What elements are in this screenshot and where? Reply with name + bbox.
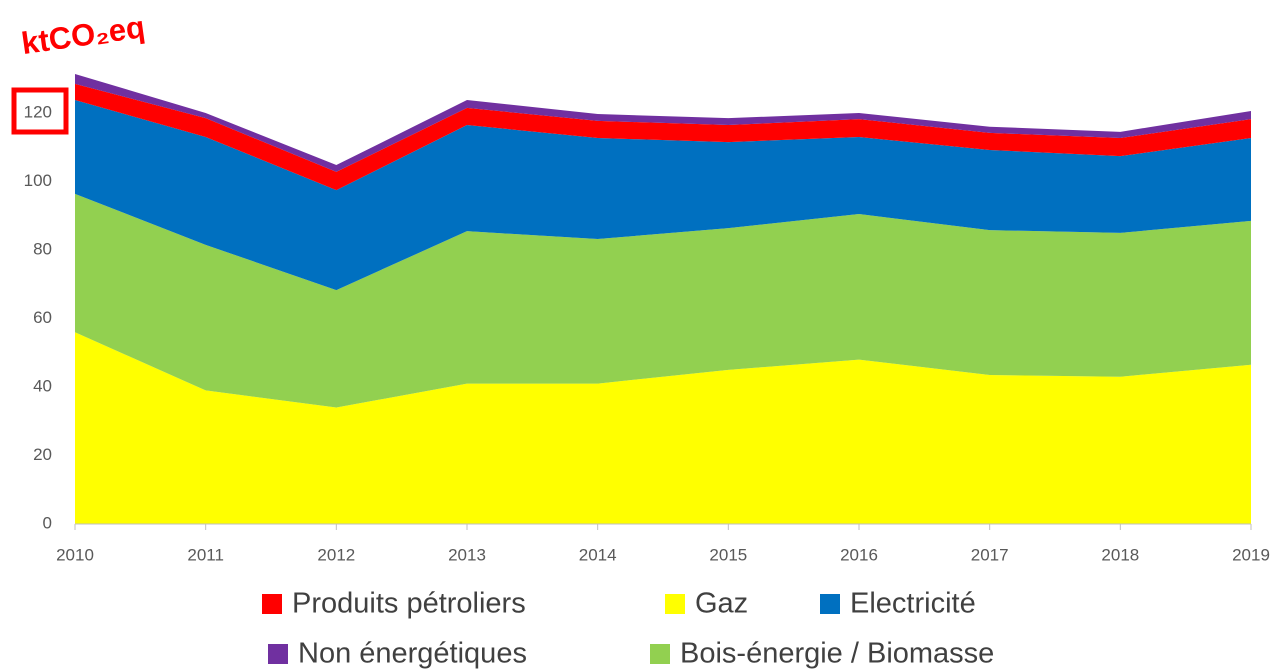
legend-swatch [820,594,840,614]
legend-label: Gaz [695,588,748,620]
x-tick-label: 2015 [709,545,747,564]
legend-swatch [268,644,288,664]
legend-swatch [650,644,670,664]
legend-swatch [665,594,685,614]
x-tick-label: 2019 [1232,545,1270,564]
legend-swatch [262,594,282,614]
x-tick-label: 2016 [840,545,878,564]
x-tick-label: 2013 [448,545,486,564]
y-tick-label: 120 [24,102,52,121]
area [75,73,1251,172]
legend-label: Produits pétroliers [292,588,526,620]
area [75,332,1251,524]
legend-label: Non énergétiques [298,638,527,670]
chart-title: ktCO₂eq [19,9,147,61]
area [75,193,1251,408]
x-tick-label: 2012 [317,545,355,564]
y-tick-label: 40 [33,376,52,395]
y-tick-label: 60 [33,308,52,327]
area [75,83,1251,191]
highlight-box [11,87,69,135]
x-tick-label: 2011 [187,545,224,564]
y-tick-label: 0 [43,513,52,532]
legend-label: Electricité [850,588,976,620]
legend-label: Bois-énergie / Biomasse [680,638,994,670]
area [75,99,1251,291]
x-tick-label: 2010 [56,545,94,564]
x-tick-label: 2018 [1101,545,1139,564]
y-tick-label: 100 [24,171,52,190]
x-tick-label: 2014 [579,545,617,564]
y-tick-label: 80 [33,239,52,258]
x-tick-label: 2017 [971,545,1009,564]
y-tick-label: 20 [33,445,52,464]
